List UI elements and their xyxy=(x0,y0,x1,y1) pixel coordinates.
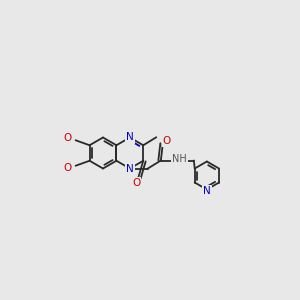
Text: N: N xyxy=(126,164,134,173)
Text: N: N xyxy=(203,187,211,196)
Text: N: N xyxy=(126,133,134,142)
Text: O: O xyxy=(64,163,72,173)
Text: O: O xyxy=(132,178,140,188)
Text: O: O xyxy=(64,133,72,143)
Text: O: O xyxy=(163,136,171,146)
Text: NH: NH xyxy=(172,154,187,164)
